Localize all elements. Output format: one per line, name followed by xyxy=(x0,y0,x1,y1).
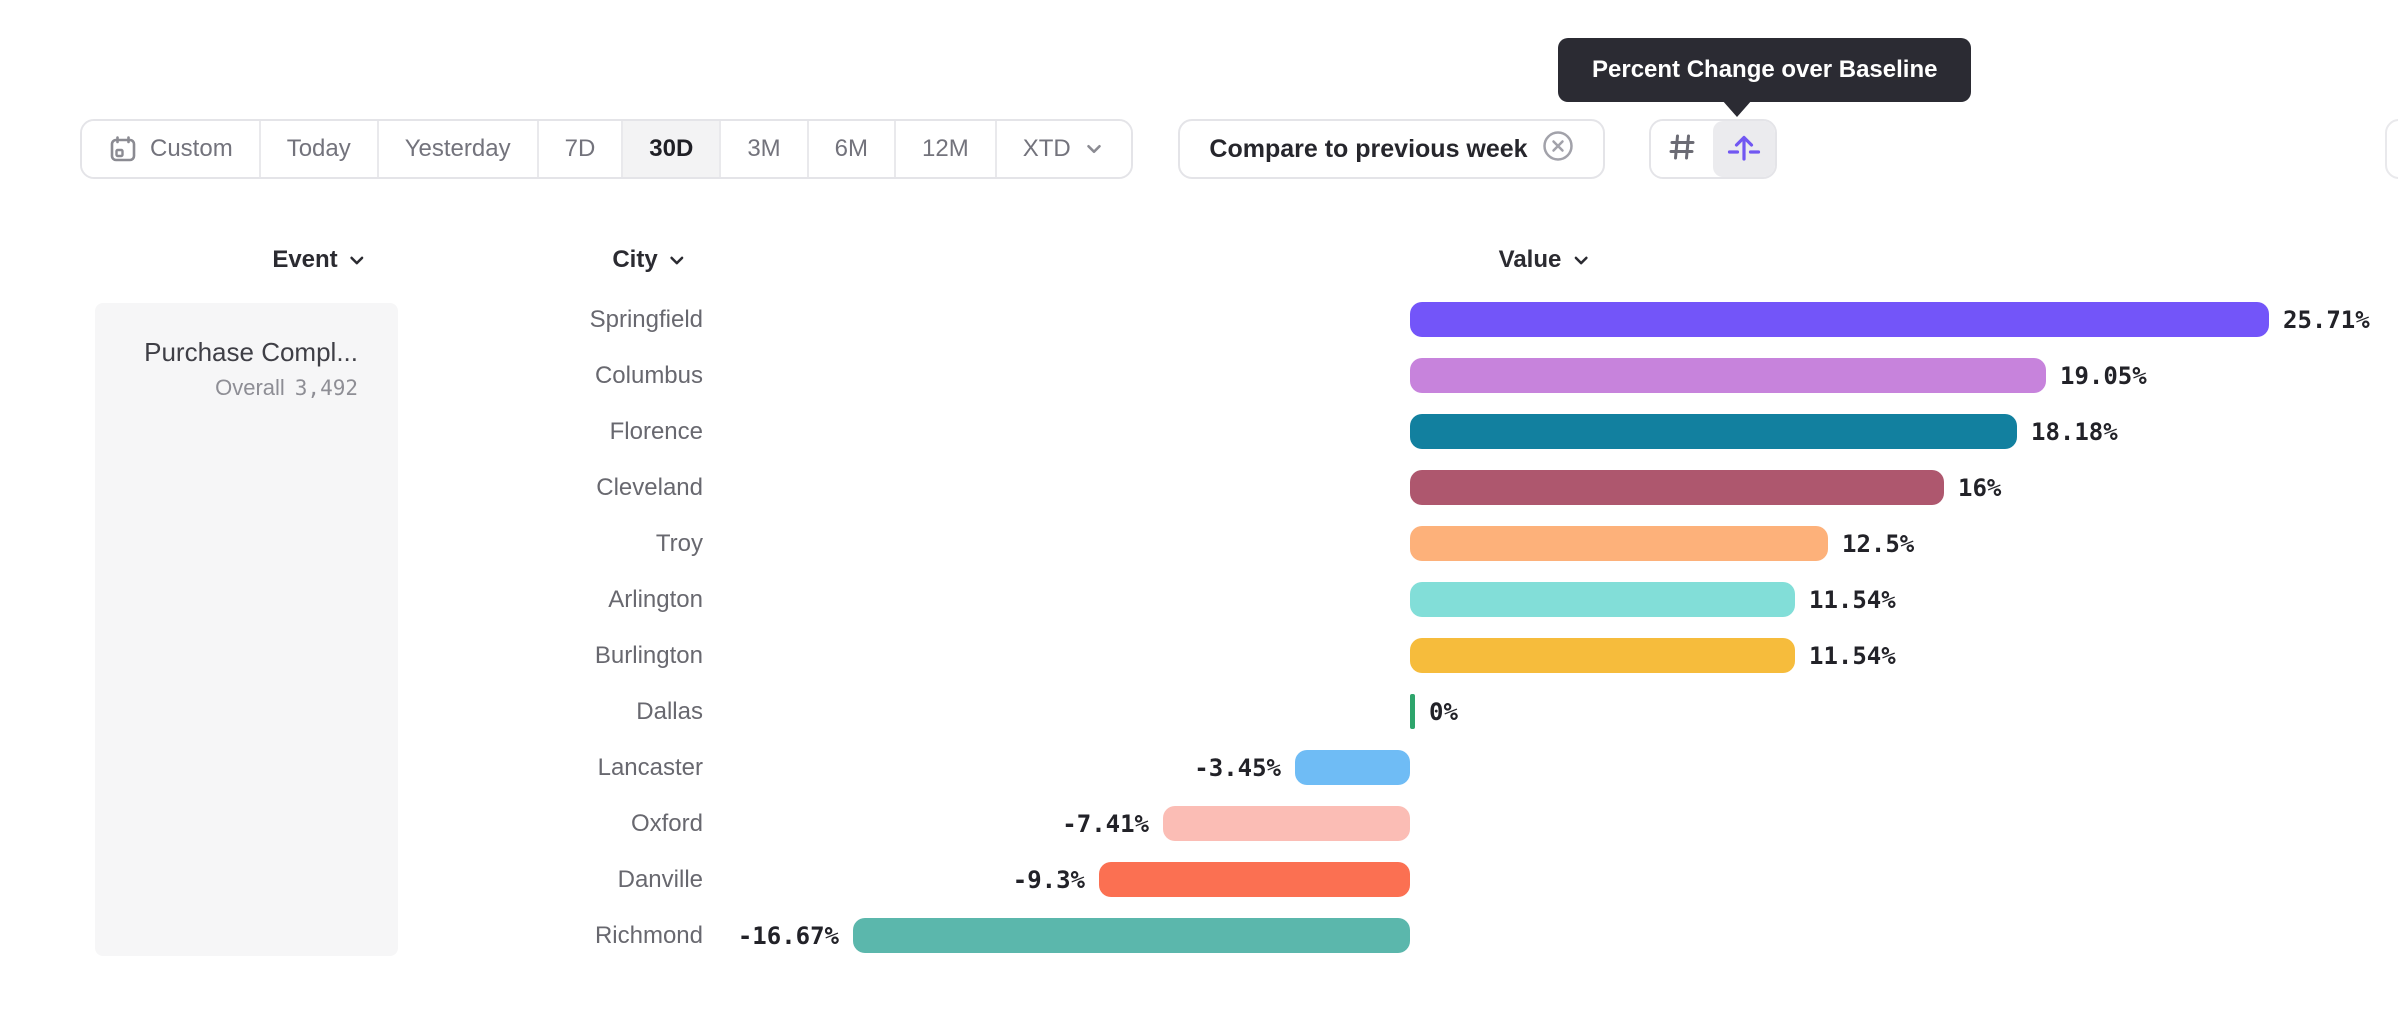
value-label: 11.54% xyxy=(1809,586,1896,614)
date-range-custom[interactable]: Custom xyxy=(82,121,259,177)
percent-baseline-toggle[interactable] xyxy=(1713,121,1775,177)
arrow-up-baseline-icon xyxy=(1726,129,1762,170)
date-range-12m[interactable]: 12M xyxy=(894,121,995,177)
date-range-label: 3M xyxy=(747,135,781,162)
chevron-down-icon xyxy=(1574,256,1588,264)
tooltip: Percent Change over Baseline xyxy=(1558,38,1972,102)
value-label: -16.67% xyxy=(737,922,839,950)
bar-segment[interactable] xyxy=(1410,414,2017,449)
bar-segment[interactable] xyxy=(1410,358,2046,393)
city-label[interactable]: Danville xyxy=(617,866,703,893)
date-range-label: Today xyxy=(286,135,351,162)
absolute-numbers-toggle[interactable] xyxy=(1651,121,1713,177)
chart-row-florence: Florence 18.18% xyxy=(0,404,2398,460)
value-label: 11.54% xyxy=(1809,642,1896,670)
date-range-30d[interactable]: 30D xyxy=(621,121,720,177)
city-label[interactable]: Columbus xyxy=(594,362,703,389)
date-range-xtd[interactable]: XTD xyxy=(994,121,1131,177)
tooltip-arrow xyxy=(1722,100,1752,117)
bar-segment[interactable] xyxy=(1295,750,1410,785)
city-label[interactable]: Springfield xyxy=(589,306,703,333)
tooltip-text: Percent Change over Baseline xyxy=(1592,56,1938,83)
bar-segment[interactable] xyxy=(1410,302,2269,337)
compare-label: Compare to previous week xyxy=(1209,134,1528,163)
date-range-6m[interactable]: 6M xyxy=(806,121,894,177)
value-label: -7.41% xyxy=(1062,810,1149,838)
date-range-label: 7D xyxy=(564,135,596,162)
event-name: Purchase Compl... xyxy=(144,337,358,367)
date-range-label: 30D xyxy=(649,135,694,162)
chevron-down-icon xyxy=(670,256,684,264)
bar-segment[interactable] xyxy=(853,918,1410,953)
value-label: 0% xyxy=(1429,698,1458,726)
city-label[interactable]: Burlington xyxy=(594,642,703,669)
bar-chart: Springfield 25.71% Columbus 19.05% Florence 1… xyxy=(0,292,2398,964)
date-range-7d[interactable]: 7D xyxy=(536,121,622,177)
value-label: 18.18% xyxy=(2031,418,2118,446)
chart-row-cleveland: Cleveland 16% xyxy=(0,460,2398,516)
bar-segment[interactable] xyxy=(1410,526,1828,561)
chart-row-columbus: Columbus 19.05% xyxy=(0,348,2398,404)
overall-label: Overall xyxy=(215,375,285,400)
city-label[interactable]: Florence xyxy=(609,418,703,445)
date-range-3m[interactable]: 3M xyxy=(719,121,807,177)
calendar-icon xyxy=(110,136,136,162)
chart-row-burlington: Burlington 11.54% xyxy=(0,628,2398,684)
value-label: 19.05% xyxy=(2060,362,2147,390)
value-label: 12.5% xyxy=(1842,530,1915,558)
chevron-down-icon xyxy=(1086,144,1101,154)
value-label: 25.71% xyxy=(2283,306,2370,334)
value-label: -9.3% xyxy=(1012,866,1085,894)
city-label[interactable]: Arlington xyxy=(608,586,703,613)
column-header-event[interactable]: Event xyxy=(272,246,367,274)
chevron-down-icon xyxy=(350,256,364,264)
value-header-label: Value xyxy=(1498,246,1562,273)
event-card[interactable]: Purchase Compl... Overall 3,492 xyxy=(95,303,398,956)
circled-x-icon[interactable] xyxy=(1542,130,1574,169)
chart-row-arlington: Arlington 11.54% xyxy=(0,572,2398,628)
city-header-label: City xyxy=(612,246,658,273)
chart-row-dallas: Dallas 0% xyxy=(0,684,2398,740)
hash-icon xyxy=(1665,130,1699,169)
value-label: 16% xyxy=(1958,474,2002,502)
date-range-label: Yesterday xyxy=(404,135,511,162)
chart-row-troy: Troy 12.5% xyxy=(0,516,2398,572)
bar-segment[interactable] xyxy=(1163,806,1410,841)
column-header-value[interactable]: Value xyxy=(1499,246,1592,274)
date-range-control: Custom Today Yesterday 7D 30D 3M 6M 12M XTD xyxy=(80,119,1133,179)
value-display-toggle-group xyxy=(1649,119,1777,179)
overall-value: 3,492 xyxy=(294,376,358,400)
clipped-edge-button[interactable] xyxy=(2385,119,2398,179)
bar-segment[interactable] xyxy=(1410,582,1795,617)
compare-button[interactable]: Compare to previous week xyxy=(1178,119,1605,179)
column-header-city[interactable]: City xyxy=(612,246,687,274)
date-range-label: XTD xyxy=(1022,135,1071,162)
chart-row-lancaster: Lancaster -3.45% xyxy=(0,740,2398,796)
chart-row-richmond: Richmond -16.67% xyxy=(0,908,2398,964)
date-range-label: Custom xyxy=(150,135,233,162)
date-range-yesterday[interactable]: Yesterday xyxy=(376,121,537,177)
bar-segment[interactable] xyxy=(1410,470,1944,505)
date-range-label: 12M xyxy=(922,135,969,162)
bar-segment[interactable] xyxy=(1410,638,1795,673)
city-label[interactable]: Dallas xyxy=(636,698,703,725)
chart-row-springfield: Springfield 25.71% xyxy=(0,292,2398,348)
chart-row-danville: Danville -9.3% xyxy=(0,852,2398,908)
bar-segment[interactable] xyxy=(1410,694,1415,729)
date-range-today[interactable]: Today xyxy=(258,121,377,177)
event-header-label: Event xyxy=(272,246,338,273)
event-overall: Overall 3,492 xyxy=(105,375,358,401)
value-label: -3.45% xyxy=(1194,754,1281,782)
city-label[interactable]: Oxford xyxy=(630,810,703,837)
date-range-label: 6M xyxy=(834,135,868,162)
city-label[interactable]: Cleveland xyxy=(596,474,703,501)
bar-segment[interactable] xyxy=(1099,862,1410,897)
city-label[interactable]: Richmond xyxy=(594,922,703,949)
city-label[interactable]: Troy xyxy=(655,530,703,557)
city-label[interactable]: Lancaster xyxy=(597,754,703,781)
chart-row-oxford: Oxford -7.41% xyxy=(0,796,2398,852)
